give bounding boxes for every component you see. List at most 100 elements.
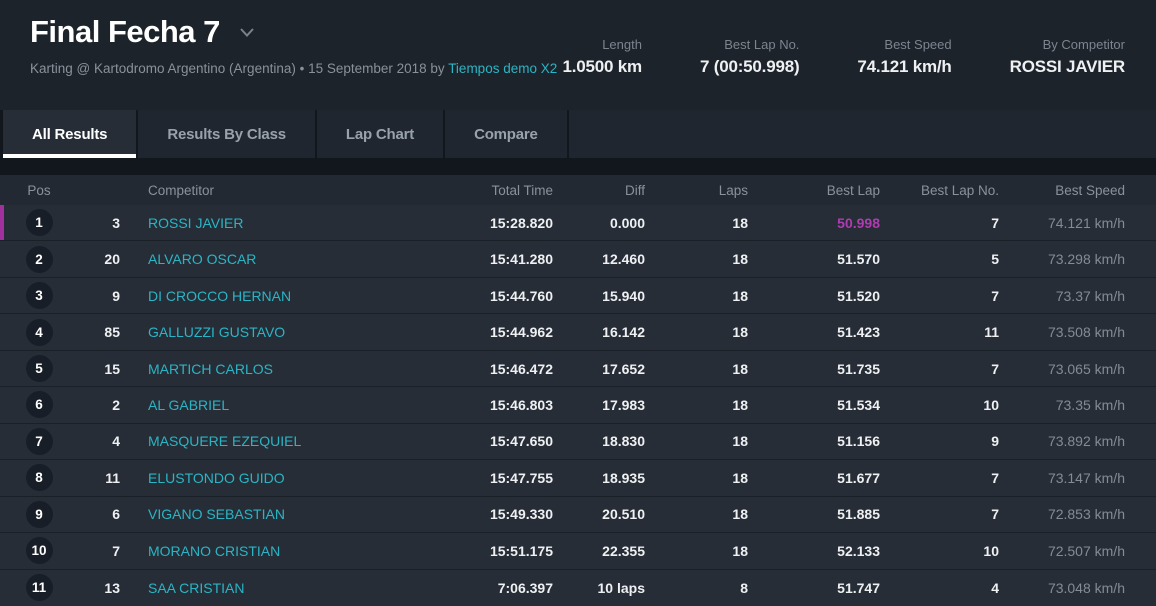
competitor-cell: DI CROCCO HERNAN [120, 288, 403, 304]
position-badge: 2 [25, 245, 53, 273]
best-lap: 51.735 [837, 360, 880, 377]
best-speed: 73.147 km/h [1047, 469, 1125, 486]
best-lap: 51.885 [837, 506, 880, 523]
stat-label: By Competitor [1042, 37, 1125, 52]
position-cell: 4 [0, 318, 78, 346]
results-table-header: Pos Competitor Total Time Diff Laps Best… [0, 175, 1156, 205]
kart-number: 20 [104, 251, 120, 268]
summary-stats: Length 1.0500 km Best Lap No. 7 (00:50.9… [562, 0, 1125, 110]
best-speed: 73.508 km/h [1047, 324, 1125, 341]
total-time: 15:41.280 [489, 251, 553, 268]
competitor-name-link[interactable]: MARTICH CARLOS [148, 360, 273, 377]
column-header-laps: Laps [718, 182, 748, 198]
total-time: 7:06.397 [497, 579, 553, 596]
total-time: 15:49.330 [489, 506, 553, 523]
competitor-name-link[interactable]: ROSSI JAVIER [148, 214, 244, 231]
page-title: Final Fecha 7 [30, 14, 220, 49]
position-badge: 4 [25, 318, 53, 346]
best-lap: 51.520 [837, 287, 880, 304]
kart-number: 15 [104, 360, 120, 377]
title-dropdown-button[interactable] [236, 21, 258, 44]
table-row[interactable]: 10 7 MORANO CRISTIAN 15:51.175 22.355 18… [0, 533, 1156, 570]
best-lap: 51.534 [837, 396, 880, 413]
table-row[interactable]: 4 85 GALLUZZI GUSTAVO 15:44.962 16.142 1… [0, 314, 1156, 351]
best-lap-no: 7 [991, 360, 999, 377]
table-row[interactable]: 2 20 ALVARO OSCAR 15:41.280 12.460 18 51… [0, 241, 1156, 278]
stat-label: Best Speed [884, 37, 952, 52]
diff: 20.510 [602, 506, 645, 523]
position-cell: 8 [0, 464, 78, 492]
position-cell: 7 [0, 427, 78, 455]
position-cell: 9 [0, 500, 78, 528]
diff: 15.940 [602, 287, 645, 304]
diff: 16.142 [602, 324, 645, 341]
column-header-competitor: Competitor [148, 182, 215, 198]
event-info: Final Fecha 7 Karting @ Kartodromo Argen… [30, 0, 557, 110]
best-lap-no: 7 [991, 469, 999, 486]
competitor-name-link[interactable]: GALLUZZI GUSTAVO [148, 324, 286, 341]
stat-value: ROSSI JAVIER [1009, 57, 1126, 76]
tab-compare[interactable]: Compare [445, 110, 569, 158]
competitor-name-link[interactable]: DI CROCCO HERNAN [148, 287, 292, 304]
table-row[interactable]: 3 9 DI CROCCO HERNAN 15:44.760 15.940 18… [0, 277, 1156, 315]
table-row[interactable]: 1 3 ROSSI JAVIER 15:28.820 0.000 18 50.9… [0, 205, 1156, 242]
kart-number: 7 [112, 542, 120, 559]
stat-label: Length [602, 37, 642, 52]
position-badge: 6 [25, 391, 53, 419]
tab-results-by-class[interactable]: Results By Class [138, 110, 317, 158]
diff: 10 laps [597, 579, 645, 596]
stat-length: Length 1.0500 km [562, 37, 642, 110]
table-row[interactable]: 5 15 MARTICH CARLOS 15:46.472 17.652 18 … [0, 350, 1156, 388]
total-time: 15:44.962 [489, 324, 553, 341]
table-row[interactable]: 11 13 SAA CRISTIAN 7:06.397 10 laps 8 51… [0, 569, 1156, 606]
column-header-best-lap-no: Best Lap No. [920, 182, 999, 198]
column-header-total-time: Total Time [491, 182, 553, 198]
competitor-name-link[interactable]: AL GABRIEL [148, 396, 230, 413]
best-lap-no: 7 [991, 214, 999, 231]
diff: 17.983 [602, 396, 645, 413]
table-row[interactable]: 8 11 ELUSTONDO GUIDO 15:47.755 18.935 18… [0, 460, 1156, 497]
best-speed: 73.892 km/h [1047, 433, 1125, 450]
column-header-best-speed: Best Speed [1055, 182, 1125, 198]
position-badge: 8 [25, 464, 53, 492]
laps: 18 [732, 324, 748, 341]
organizer-link[interactable]: Tiempos demo X2 [448, 61, 558, 76]
table-row[interactable]: 9 6 VIGANO SEBASTIAN 15:49.330 20.510 18… [0, 496, 1156, 534]
competitor-name-link[interactable]: VIGANO SEBASTIAN [148, 506, 285, 523]
best-speed: 73.37 km/h [1055, 287, 1125, 304]
table-row[interactable]: 6 2 AL GABRIEL 15:46.803 17.983 18 51.53… [0, 387, 1156, 424]
table-row[interactable]: 7 4 MASQUERE EZEQUIEL 15:47.650 18.830 1… [0, 423, 1156, 461]
stat-best-lap-no: Best Lap No. 7 (00:50.998) [700, 37, 800, 110]
kart-number: 9 [112, 287, 120, 304]
position-badge: 5 [25, 355, 53, 383]
laps: 8 [740, 579, 748, 596]
laps: 18 [732, 396, 748, 413]
event-subtitle: Karting @ Kartodromo Argentino (Argentin… [30, 58, 557, 79]
position-cell: 10 [0, 537, 78, 565]
best-lap: 51.156 [837, 433, 880, 450]
kart-number: 3 [112, 214, 120, 231]
competitor-name-link[interactable]: MORANO CRISTIAN [148, 542, 281, 559]
total-time: 15:47.755 [489, 469, 553, 486]
competitor-cell: GALLUZZI GUSTAVO [120, 324, 403, 340]
best-lap-no: 7 [991, 287, 999, 304]
competitor-cell: SAA CRISTIAN [120, 580, 403, 596]
best-lap: 52.133 [837, 542, 880, 559]
competitor-name-link[interactable]: ELUSTONDO GUIDO [148, 469, 285, 486]
competitor-name-link[interactable]: SAA CRISTIAN [148, 579, 245, 596]
tab-lap-chart[interactable]: Lap Chart [316, 110, 446, 158]
total-time: 15:51.175 [489, 542, 553, 559]
kart-number: 6 [112, 506, 120, 523]
kart-number: 11 [105, 469, 120, 486]
best-lap: 51.570 [837, 251, 880, 268]
column-header-best-lap: Best Lap [826, 182, 880, 198]
kart-number: 85 [104, 324, 120, 341]
laps: 18 [732, 506, 748, 523]
competitor-name-link[interactable]: ALVARO OSCAR [148, 251, 257, 268]
diff: 18.830 [602, 433, 645, 450]
tab-all-results[interactable]: All Results [3, 110, 139, 158]
position-badge: 10 [25, 537, 53, 565]
chevron-down-icon [240, 25, 254, 40]
total-time: 15:44.760 [489, 287, 553, 304]
competitor-name-link[interactable]: MASQUERE EZEQUIEL [148, 433, 302, 450]
